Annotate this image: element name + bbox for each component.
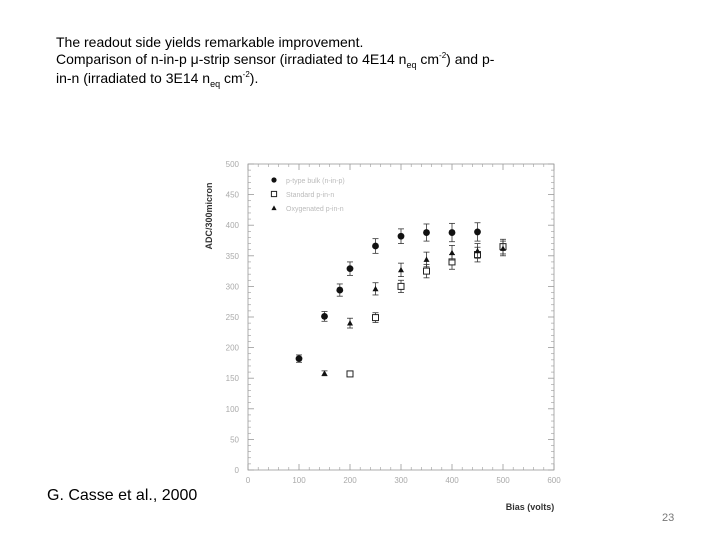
data-point-series-3 [321,370,328,376]
data-point-series-2 [346,370,354,378]
slide-text: The readout side yields remarkable impro… [56,34,616,89]
neq-subscript: eq [406,60,417,70]
neq-subscript-2: eq [210,79,221,89]
x-tick-label: 600 [547,476,561,485]
data-point-series-1 [346,265,354,273]
x-tick-label: 400 [445,476,459,485]
intro-line-1-text: The readout side yields remarkable impro… [56,34,364,50]
intro-line-2-part-d: ) and p- [446,51,495,67]
y-tick-label: 400 [226,221,240,230]
data-point-series-1 [295,355,303,363]
data-point-series-1 [397,232,405,240]
data-point-series-3 [500,245,506,251]
y-tick-label: 200 [226,344,240,353]
intro-line-2-part-b: -strip sensor (irradiated to 4E14 n [198,51,407,67]
data-point-series-1 [474,228,481,236]
legend-marker-series-2 [270,190,278,198]
data-point-series-3 [474,247,481,254]
y-tick-label: 250 [226,313,240,322]
legend-marker-series-1 [271,177,277,183]
y-tick-label: 300 [226,282,240,291]
data-point-series-1 [321,312,328,320]
intro-line-3-part-b: cm [220,70,243,86]
data-point-series-2 [423,267,430,275]
legend-label-series-1: p-type bulk (n-in-p) [286,178,345,185]
data-point-series-3 [398,266,404,273]
x-tick-label: 500 [496,476,510,485]
page-number: 23 [662,512,675,524]
legend-marker-series-3 [271,205,277,211]
data-point-series-1 [448,229,456,236]
y-tick-label: 0 [235,466,240,475]
y-axis-label: ADC/300micron [204,182,214,249]
y-tick-label: 350 [226,252,240,261]
citation-caption: G. Casse et al., 2000 [47,487,198,504]
intro-line-3-part-a: in-n (irradiated to 3E14 n [56,70,211,86]
data-point-series-3 [423,256,430,262]
exponent-superscript: -2 [439,51,447,60]
x-tick-label: 300 [394,476,408,485]
intro-line-3-part-c: ). [249,70,259,86]
data-point-series-1 [423,229,430,236]
mu-symbol: μ [190,51,199,67]
x-axis-label: Bias (volts) [506,502,555,512]
y-tick-label: 50 [230,435,239,444]
x-tick-label: 100 [292,476,306,485]
legend-label-series-2: Standard p-in-n [286,192,334,199]
intro-line-1: The readout side yields remarkable impro… [56,34,616,51]
data-point-series-3 [449,249,455,256]
x-tick-label: 0 [246,476,251,485]
data-point-series-2 [372,314,379,322]
legend-label-series-3: Oxygenated p-in-n [286,206,344,213]
x-tick-label: 200 [343,476,357,485]
data-point-series-1 [336,286,344,294]
data-point-series-1 [372,242,379,250]
data-point-series-3 [347,320,353,326]
data-point-series-2 [397,282,405,290]
intro-line-2: Comparison of n-in-p μ-strip sensor (irr… [56,51,616,70]
bias-scan-chart: 0 50 100 150 200 250 300 350 400 450 500 0 100 200 300… [204,160,561,512]
y-tick-label: 500 [226,160,240,169]
intro-line-3: in-n (irradiated to 3E14 neq cm-2). [56,70,616,89]
y-tick-label: 100 [226,405,240,414]
y-tick-label: 150 [226,374,240,383]
intro-line-2-part-c: cm [416,51,440,67]
exponent-superscript-2: -2 [242,70,250,79]
intro-line-2-part-a: Comparison of n-in-p [56,51,191,67]
data-point-series-3 [372,285,379,292]
y-tick-label: 450 [226,191,240,200]
